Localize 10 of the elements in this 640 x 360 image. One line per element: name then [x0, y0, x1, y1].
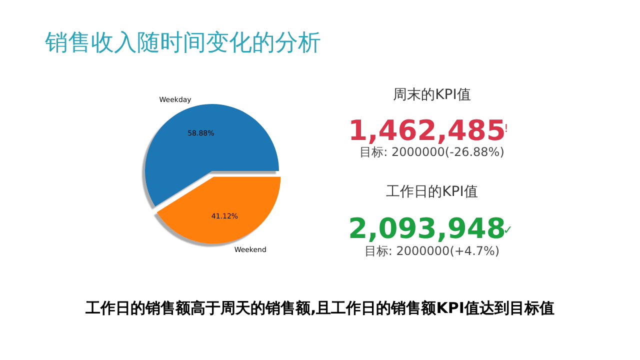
- text: 工作日的销售额高于周天的销售额,且工作日的销售额KPI值达到目标值: [84, 299, 554, 317]
- text: 目标: 2000000(-26.88%): [360, 145, 504, 159]
- text: 1,462,485: [348, 114, 506, 147]
- text: 周末的KPI值: [393, 87, 471, 103]
- text: ✓: [503, 223, 514, 237]
- chart-title: 销售收入随时间变化的分析: [44, 30, 321, 56]
- text: 2,093,948: [348, 212, 506, 245]
- text: !: [504, 122, 508, 135]
- text: 目标: 2000000(+4.7%): [364, 244, 500, 258]
- text: 工作日的KPI值: [386, 184, 478, 200]
